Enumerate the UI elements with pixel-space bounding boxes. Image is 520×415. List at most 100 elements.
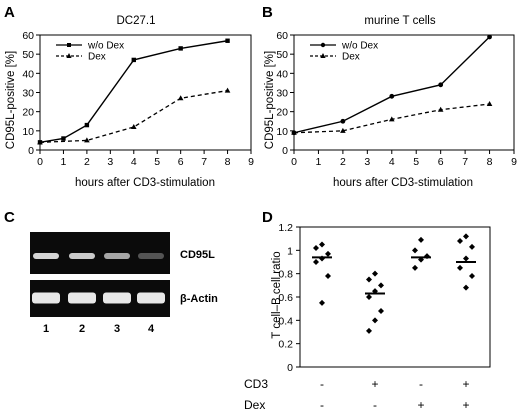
legend-marker-a-1	[66, 53, 72, 58]
dex-sign-2: +	[417, 398, 424, 412]
data-point-a-0-1	[61, 136, 66, 141]
data-point-a-0-3	[131, 57, 136, 63]
data-point-d-1-4	[366, 294, 372, 300]
lane-label-3: 3	[114, 323, 120, 335]
y-tick-label-b-6: 60	[276, 30, 288, 42]
gel-band-1-2	[103, 292, 131, 304]
x-tick-label-a-1: 1	[61, 156, 67, 168]
data-point-d-2-0	[418, 236, 424, 243]
data-point-b-1-4	[486, 101, 493, 106]
y-tick-label-d-0: 0	[287, 362, 293, 374]
cd3-sign-2: -	[419, 377, 423, 391]
data-point-b-0-4	[487, 34, 492, 40]
x-tick-label-b-7: 7	[462, 156, 468, 168]
data-point-d-0-2	[325, 250, 331, 257]
legend-label-a-1: Dex	[88, 52, 106, 63]
panel-letter-a: A	[4, 4, 15, 21]
band-label-actin: β-Actin	[180, 293, 218, 305]
y-tick-label-b-0: 0	[282, 145, 288, 157]
gel-band-1-0	[32, 292, 60, 304]
gel-band-1-1	[68, 292, 96, 304]
data-point-b-1-1	[340, 127, 346, 133]
data-point-d-3-5	[469, 273, 475, 279]
data-point-d-0-5	[325, 273, 331, 279]
data-point-a-1-4	[224, 87, 231, 93]
data-point-d-1-6	[372, 317, 378, 324]
plot-frame-d	[299, 226, 491, 368]
data-point-d-0-6	[319, 299, 325, 306]
data-point-d-0-1	[313, 245, 319, 251]
legend-label-b-0: w/o Dex	[341, 41, 378, 52]
gel-bands	[32, 253, 165, 304]
panel-b: B murine T cells CD95L-positive [%] hour…	[262, 4, 517, 189]
y-tick-label-d-3: 0.6	[278, 292, 293, 304]
x-tick-label-a-7: 7	[201, 156, 207, 168]
data-point-d-3-2	[469, 243, 475, 250]
data-point-d-1-1	[366, 276, 372, 283]
data-point-d-0-0	[319, 241, 325, 248]
y-tick-label-a-4: 40	[22, 68, 34, 80]
data-point-b-0-2	[389, 93, 395, 99]
y-tick-label-a-5: 50	[22, 49, 34, 61]
data-point-d-3-6	[463, 284, 469, 291]
y-tick-label-d-6: 1.2	[278, 222, 293, 234]
x-tick-label-b-4: 4	[389, 156, 395, 168]
panel-c: C CD95L β-Actin 1 2 3 4	[4, 209, 218, 335]
data-point-b-1-2	[388, 116, 395, 122]
data-point-a-0-2	[84, 122, 90, 128]
y-tick-label-a-1: 10	[22, 126, 34, 138]
data-point-d-1-2	[378, 282, 384, 289]
data-point-d-1-7	[366, 327, 372, 334]
x-tick-label-b-3: 3	[364, 156, 370, 168]
data-point-b-0-1	[340, 118, 346, 124]
series-line-a-0	[39, 40, 228, 144]
x-tick-label-a-9: 9	[248, 156, 254, 168]
x-tick-label-a-0: 0	[37, 156, 43, 168]
data-point-d-1-5	[378, 308, 384, 314]
plot-area-d: 0 0.2 0.4 0.6 0.8 1 1.2 - - + - - + + +	[278, 222, 491, 412]
x-tick-label-b-0: 0	[291, 156, 297, 168]
x-tick-label-b-6: 6	[438, 156, 444, 168]
y-tick-label-a-6: 60	[22, 30, 34, 42]
y-tick-label-b-4: 40	[276, 68, 288, 80]
legend-marker-b-1	[320, 53, 326, 58]
data-point-d-3-4	[457, 264, 463, 271]
cd3-sign-1: +	[371, 377, 378, 391]
y-tick-label-a-0: 0	[28, 145, 34, 157]
dex-sign-3: +	[462, 398, 469, 412]
cd3-sign-3: +	[462, 377, 469, 391]
data-point-d-0-4	[313, 259, 319, 265]
y-axis-label-b: CD95L-positive [%]	[264, 51, 276, 149]
data-point-a-1-3	[177, 95, 184, 101]
y-axis-label-a: CD95L-positive [%]	[5, 51, 17, 149]
row-label-dex: Dex	[244, 398, 265, 412]
data-point-d-2-1	[412, 247, 418, 254]
y-tick-label-b-5: 50	[276, 49, 288, 61]
data-point-d-2-4	[412, 264, 418, 271]
x-axis-label-b: hours after CD3-stimulation	[333, 177, 473, 189]
band-label-cd95l: CD95L	[180, 249, 215, 261]
gel-band-0-3	[138, 253, 164, 259]
legend-marker-a-0	[67, 43, 71, 47]
y-axis-label-d: T cell–B cell ratio	[271, 251, 283, 338]
data-point-b-1-0	[291, 129, 297, 135]
data-point-a-1-1	[84, 137, 90, 143]
panel-d: D T cell–B cell ratio CD3 Dex 0 0.2 0.4 0.6…	[244, 209, 491, 412]
dex-sign-1: -	[373, 398, 377, 412]
dex-sign-0: -	[320, 398, 324, 412]
plot-frame-b	[293, 34, 515, 151]
y-tick-label-d-4: 0.8	[278, 269, 293, 281]
gel-band-0-2	[104, 253, 130, 259]
data-point-d-1-0	[372, 270, 378, 277]
data-point-b-1-3	[437, 106, 444, 112]
y-tick-label-a-3: 30	[22, 88, 34, 100]
x-tick-label-a-2: 2	[84, 156, 90, 168]
data-point-b-0-3	[438, 82, 444, 88]
series-line-a-1	[39, 89, 228, 143]
data-point-d-3-1	[457, 238, 463, 244]
legend-label-a-0: w/o Dex	[87, 41, 124, 52]
row-label-cd3: CD3	[244, 377, 268, 391]
